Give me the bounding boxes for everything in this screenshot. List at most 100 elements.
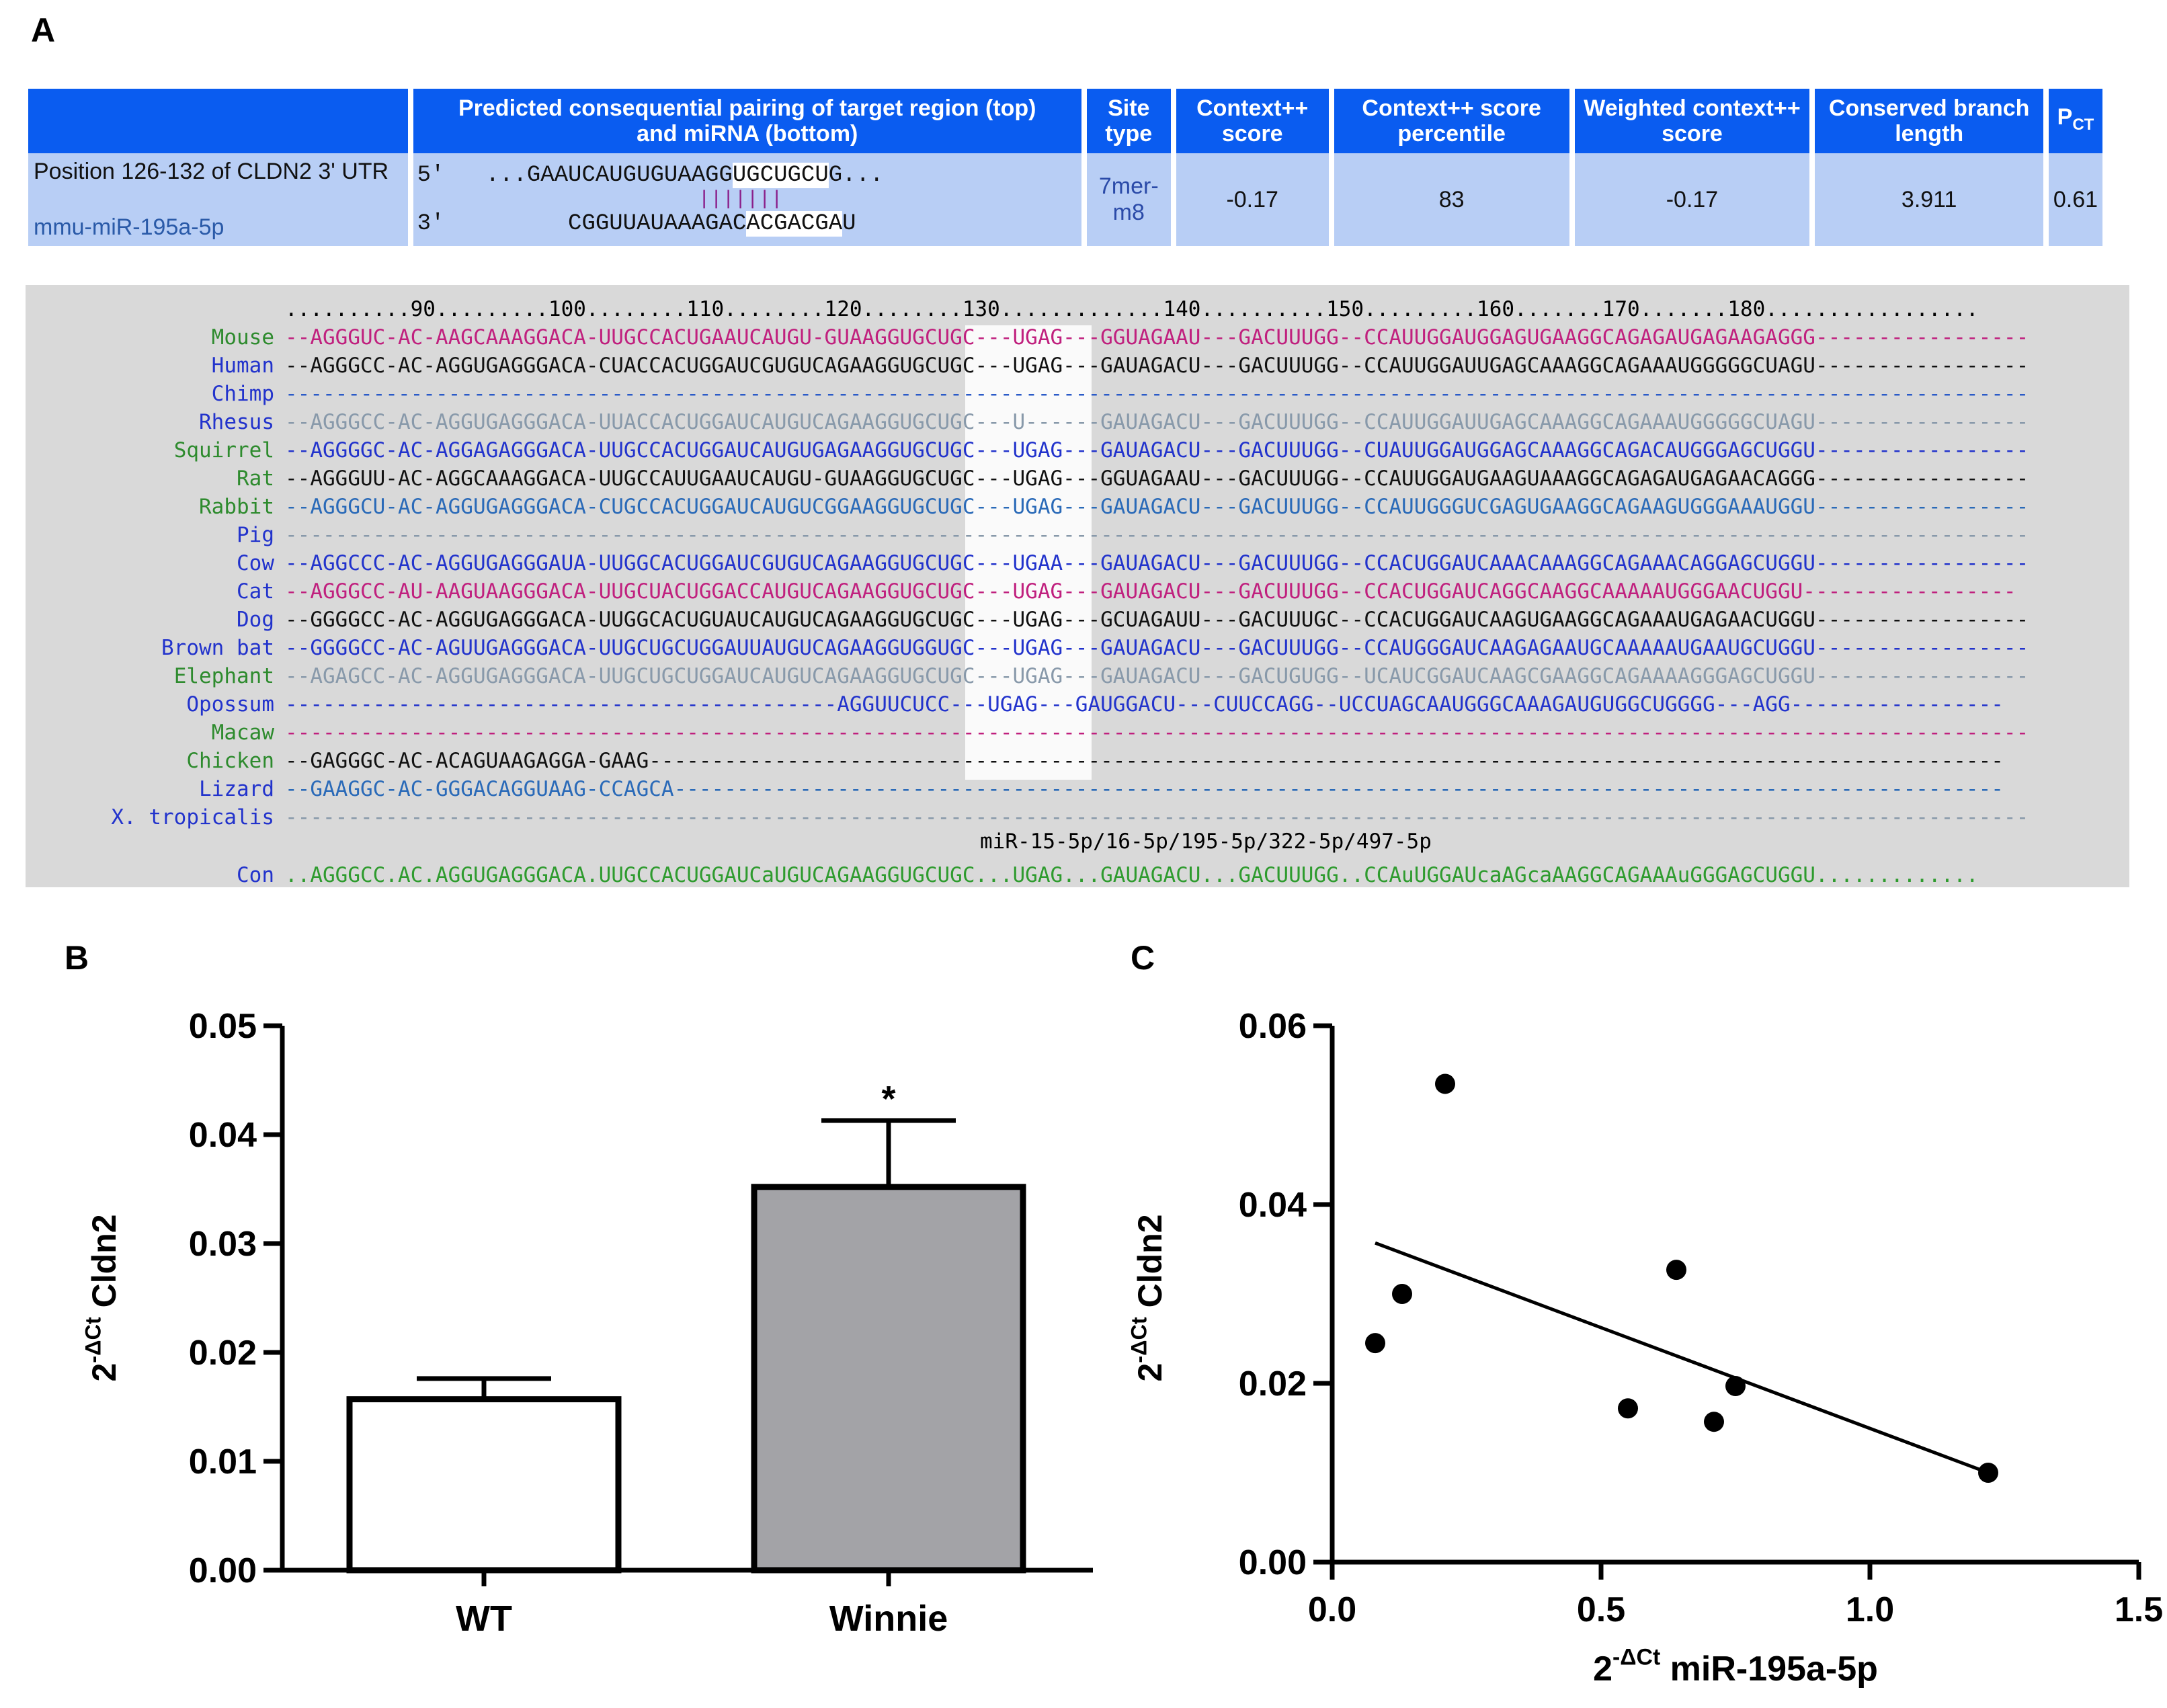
alignment-panel: ..........90.........100........110.....… [26,285,2129,887]
species-name: Elephant [173,664,274,688]
data-point [1978,1463,1998,1483]
data-point [1618,1398,1638,1419]
data-point [1666,1260,1686,1280]
species-sequence: ----------------------------------------… [285,805,2029,829]
species-sequence: ----------------------------------------… [285,523,2029,547]
data-point [1365,1333,1385,1354]
panel-label-a: A [31,11,56,49]
y-tick-label: 0.06 [1239,1007,1307,1046]
bar [751,1184,1026,1574]
species-name: Chimp [211,382,274,406]
panel-label-c: C [1131,939,1155,977]
species-sequence: --GGGGCC-AC-AGUUGAGGGACA-UUGCUGCUGGAUUAU… [285,636,2029,660]
species-name: Opossum [186,692,274,717]
species-name: Human [211,354,274,378]
y-tick-label: 0.04 [1239,1186,1307,1225]
species-name: X. tropicalis [111,805,274,829]
species-sequence: --GGGGCC-AC-AGGUGAGGGACA-UUGGCACUGUAUCAU… [285,608,2029,632]
consensus-seq: ..AGGGCC.AC.AGGUGAGGGACA.UUGCCACUGGAUCaU… [285,863,1979,887]
species-sequence: --AGGGCC-AC-AGGUGAGGGACA-UUACCACUGGAUCAU… [285,410,2029,434]
y-tick-label: 0.02 [189,1334,257,1373]
cell-position: Position 126-132 of CLDN2 3' UTR mmu-miR… [28,153,408,246]
site-highlight [965,325,1092,780]
cell-pairing: 5' ...GAAUCAUGUGUAAGGUGCUGCUG... |||||||… [413,153,1081,246]
species-name: Cat [237,579,274,604]
x-axis-label: 2-ΔCt miR-195a-5p [1593,1645,1878,1689]
y-tick-label: 0.02 [1239,1365,1307,1404]
table-data-row: Position 126-132 of CLDN2 3' UTR mmu-miR… [28,153,2102,246]
species-name: Lizard [199,777,274,801]
table-header-row: Predicted consequential pairing of targe… [28,89,2102,153]
y-tick-label: 0.00 [189,1551,257,1590]
species-sequence: --GAGGGC-AC-ACAGUAAGAGGA-GAAG-----------… [285,749,2004,773]
bar [346,1396,622,1574]
species-sequence: --AGGGCC-AU-AAGUAAGGGACA-UUGCUACUGGACCAU… [285,579,2016,604]
species-sequence: --AGGCCC-AC-AGGUGAGGGAUA-UUGGCACUGGAUCGU… [285,551,2029,575]
alignment-ruler: ..........90.........100........110.....… [285,297,1979,321]
species-name: Brown bat [161,636,274,660]
x-tick-label: 1.0 [1846,1590,1894,1629]
y-axis-label: 2-ΔCt Cldn2 [1127,1214,1170,1381]
species-name: Chicken [186,749,274,773]
header-weighted-context: Weighted context++ score [1574,89,1810,153]
species-sequence: ----------------------------------------… [285,382,2029,406]
y-axis-label: 2-ΔCt Cldn2 [81,1214,124,1381]
cell-pct: 0.61 [2048,153,2102,246]
header-branch-length: Conserved branch length [1815,89,2043,153]
cell-site-type: 7mer-m8 [1086,153,1171,246]
species-name: Pig [237,523,274,547]
species-name: Rhesus [199,410,274,434]
y-tick-label: 0.00 [1239,1543,1307,1582]
scatter-chart: 0.00 0.02 0.04 0.06 0.0 0.5 1.0 1.5 2-ΔCt Cldn2 2… [1127,1007,2164,1689]
header-context-score: Context++ score [1176,89,1329,153]
fit-line [1375,1241,1989,1475]
y-tick-label: 0.05 [189,1007,257,1046]
pairing-bars: ||||||| [698,188,783,211]
mirna-link[interactable]: mmu-miR-195a-5p [34,214,224,240]
significance-star: * [881,1079,895,1119]
cell-context-score: -0.17 [1176,153,1329,246]
y-tick-label: 0.01 [189,1442,257,1481]
species-name: Cow [237,551,274,575]
pairing-target-line: 5' ...GAAUCAUGUGUAAGGUGCUGCUG... [417,163,884,188]
cell-percentile: 83 [1334,153,1569,246]
x-tick-label: 1.5 [2115,1590,2163,1629]
mirna-family-label: miR-15-5p/16-5p/195-5p/322-5p/497-5p [980,829,1432,854]
x-tick-label: 0.0 [1308,1590,1356,1629]
data-point [1704,1412,1724,1432]
data-point [1392,1284,1412,1304]
header-site-type: Site type [1086,89,1171,153]
cell-weighted: -0.17 [1574,153,1810,246]
x-tick-label: 0.5 [1577,1590,1625,1629]
species-name: Rat [237,466,274,491]
bar-chart: 0.00 0.01 0.02 0.03 0.04 0.05 WT Winnie * 2-ΔCt C… [81,1007,1093,1639]
species-sequence: --AGGGCU-AC-AGGUGAGGGACA-CUGCCACUGGAUCAU… [285,495,2029,519]
species-name: Rabbit [199,495,274,519]
species-sequence: --AGGGGC-AC-AGGAGAGGGACA-UUGCCACUGGAUCAU… [285,438,2029,462]
x-tick-label: Winnie [829,1598,948,1639]
species-name: Squirrel [173,438,274,462]
data-point [1435,1073,1455,1094]
header-pct: PCT [2048,89,2102,153]
data-point [1725,1375,1746,1396]
header-context-percentile: Context++ score percentile [1334,89,1569,153]
species-sequence: --AGGGUC-AC-AAGCAAAGGACA-UUGCCACUGAAUCAU… [285,325,2029,350]
x-tick-label: WT [456,1598,512,1639]
consensus-name: Con [237,863,274,887]
species-sequence: ----------------------------------------… [285,692,2004,717]
species-sequence: --AGAGCC-AC-AGGUGAGGGACA-UUGCUGCUGGAUCAU… [285,664,2029,688]
species-sequence: --AGGGCC-AC-AGGUGAGGGACA-CUACCACUGGAUCGU… [285,354,2029,378]
cell-branch-length: 3.911 [1815,153,2043,246]
species-name: Macaw [211,721,274,745]
panel-label-b: B [65,939,89,977]
targetscan-table: Predicted consequential pairing of targe… [23,89,2108,246]
header-pairing: Predicted consequential pairing of targe… [413,89,1081,153]
pairing-mirna-line: 3' CGGUUAUAAAGACACGACGAU [417,211,856,237]
y-tick-label: 0.04 [189,1116,257,1155]
species-sequence: --GAAGGC-AC-GGGACAGGUAAG-CCAGCA---------… [285,777,2004,801]
species-sequence: ----------------------------------------… [285,721,2029,745]
y-tick-label: 0.03 [189,1225,257,1264]
header-blank [28,89,408,153]
position-text: Position 126-132 of CLDN2 3' UTR [34,159,389,184]
species-name: Mouse [211,325,274,350]
